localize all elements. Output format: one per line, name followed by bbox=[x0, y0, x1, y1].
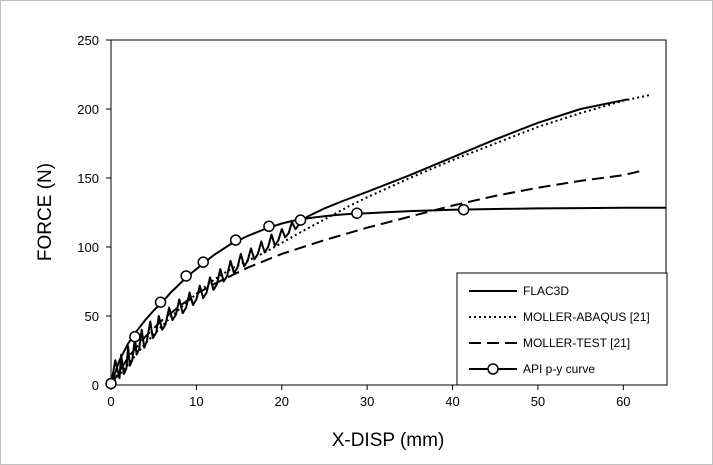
series-line bbox=[110, 94, 650, 386]
data-point-marker bbox=[229, 234, 242, 246]
x-tick-label: 0 bbox=[107, 394, 114, 409]
y-axis-ticks: 0 50 100 150 200 250 bbox=[77, 33, 111, 393]
data-point-marker bbox=[263, 220, 275, 233]
x-tick-label: 10 bbox=[189, 394, 203, 409]
series-line bbox=[110, 98, 628, 386]
y-tick-label: 100 bbox=[77, 240, 99, 255]
series-line bbox=[110, 170, 641, 386]
x-tick-label: 60 bbox=[616, 394, 630, 409]
y-axis-title: FORCE (N) bbox=[35, 163, 56, 261]
legend: FLAC3D MOLLER-ABAQUS [21] MOLLER-TEST [21]… bbox=[456, 272, 668, 386]
legend-label: MOLLER-TEST [21] bbox=[523, 336, 630, 350]
y-tick-label: 150 bbox=[77, 171, 99, 186]
y-tick-label: 200 bbox=[77, 102, 99, 117]
legend-marker bbox=[487, 363, 499, 375]
x-axis-title: X-DISP (mm) bbox=[332, 430, 445, 451]
x-tick-label: 50 bbox=[531, 394, 545, 409]
legend-label: API p-y curve bbox=[523, 362, 595, 376]
data-point-marker bbox=[351, 207, 363, 219]
data-point-marker bbox=[294, 214, 307, 226]
x-axis-ticks: 0 10 20 30 40 50 60 bbox=[107, 385, 631, 409]
y-tick-label: 50 bbox=[85, 309, 99, 324]
y-tick-label: 0 bbox=[92, 378, 99, 393]
y-tick-label: 250 bbox=[77, 33, 99, 48]
data-point-marker bbox=[180, 270, 192, 282]
data-point-marker bbox=[197, 256, 209, 268]
data-point-marker bbox=[129, 330, 141, 343]
legend-label: MOLLER-ABAQUS [21] bbox=[523, 310, 650, 324]
data-point-marker bbox=[457, 203, 470, 216]
x-tick-label: 30 bbox=[360, 394, 374, 409]
legend-label: FLAC3D bbox=[523, 284, 569, 298]
data-point-marker bbox=[154, 296, 167, 308]
x-tick-label: 20 bbox=[275, 394, 289, 409]
data-point-marker bbox=[105, 377, 117, 390]
series-layer bbox=[105, 94, 667, 390]
x-tick-label: 40 bbox=[445, 394, 459, 409]
